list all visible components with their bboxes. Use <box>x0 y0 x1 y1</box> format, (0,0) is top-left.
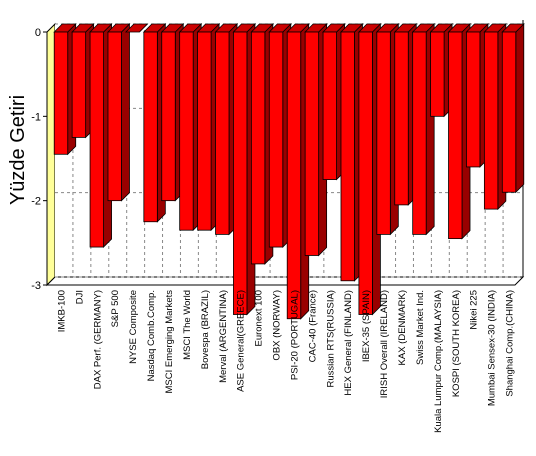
x-axis-labels: IMKB-100 DJI DAX Perf. (GERMANY) S&P 500 NYS… <box>56 290 515 433</box>
x-tick-label: CAC-40 (France) <box>307 290 318 362</box>
floor <box>45 276 525 286</box>
bar-front <box>394 31 409 206</box>
x-tick-label: Nasdaq Comb.Comp. <box>146 290 157 381</box>
x-tick-label: Euronext 100 <box>254 290 265 347</box>
y-tick-label: -3 <box>31 280 41 292</box>
bar-front <box>358 31 373 315</box>
bar-front <box>215 31 230 235</box>
x-tick-label: KAX (DENMARK) <box>397 290 408 365</box>
bar-front <box>376 31 391 235</box>
x-tick-label: ASE General(GREECE) <box>236 290 247 392</box>
bar-front <box>161 31 176 202</box>
bar-front <box>89 31 104 248</box>
x-tick-label: HEX General (FINLAND) <box>343 290 354 396</box>
x-tick-label: Kuala Lumpur Comp.(MALAYSIA) <box>433 290 444 433</box>
x-tick-label: DJI <box>74 290 85 304</box>
bar-front <box>197 31 212 231</box>
bar-front <box>412 31 427 235</box>
bar-front <box>304 31 320 256</box>
x-tick-label: IMKB-100 <box>56 290 67 332</box>
bar-front <box>430 31 445 117</box>
x-tick-label: DAX Perf. (GERMANY) <box>92 290 103 389</box>
bar <box>107 23 131 202</box>
x-tick-label: Mumbai Sensex-30 (INDIA) <box>487 290 498 406</box>
side-wall <box>46 22 56 287</box>
bar-front <box>250 31 266 265</box>
x-tick-label: MSCI The World <box>182 290 193 360</box>
bar-front <box>71 31 87 138</box>
bar-front <box>501 31 517 193</box>
y-axis-ticks: 0 -1 -2 -3 <box>31 27 47 292</box>
x-tick-label: IRISH Overall (IRELAND) <box>379 290 390 398</box>
x-tick-label: Bovespa (BRAZIL) <box>200 290 211 369</box>
bar-front <box>143 31 158 223</box>
bar-front <box>233 31 248 315</box>
bar <box>53 23 77 156</box>
x-tick-label: MSCI Emerging Markets <box>164 290 175 394</box>
y-tick-label: -1 <box>31 111 41 123</box>
y-tick-label: -2 <box>31 196 41 208</box>
x-tick-label: IBEX-35 (SPAIN) <box>361 290 372 362</box>
x-tick-label: KOSPI (SOUTH KOREA) <box>451 290 462 397</box>
bars <box>53 23 525 320</box>
x-tick-label: PSI-20 (PORTUGAL) <box>289 290 300 380</box>
y-tick-label: 0 <box>35 27 41 39</box>
x-tick-label: Russian RTS(RUSSIA) <box>325 290 336 388</box>
bar-front <box>466 31 481 168</box>
bar-side <box>121 23 130 202</box>
x-tick-label: OBX (NORWAY) <box>272 290 283 361</box>
bar <box>124 23 149 33</box>
y-axis-label: Yüzde Getiri <box>7 95 29 205</box>
bar-front <box>179 31 194 231</box>
bar-front <box>268 31 284 248</box>
bar-front <box>53 31 69 155</box>
bar-side <box>515 23 525 194</box>
x-tick-label: S&P 500 <box>110 290 121 327</box>
x-tick-label: Nikei 225 <box>469 290 480 330</box>
x-tick-label: Shanghai Comp.(CHINA) <box>505 290 516 397</box>
bar <box>501 23 525 194</box>
bar-front <box>286 31 302 320</box>
bar-front <box>483 31 499 210</box>
bar-front <box>322 31 337 180</box>
bar-front <box>340 31 355 282</box>
x-tick-label: Merval (ARGENTINA) <box>218 290 229 383</box>
x-tick-label: NYSE Composite <box>128 290 139 364</box>
bar-front <box>448 31 463 240</box>
bar-front <box>107 31 122 202</box>
x-tick-label: Swiss Market Ind. <box>415 290 426 365</box>
bar-top <box>124 23 149 33</box>
